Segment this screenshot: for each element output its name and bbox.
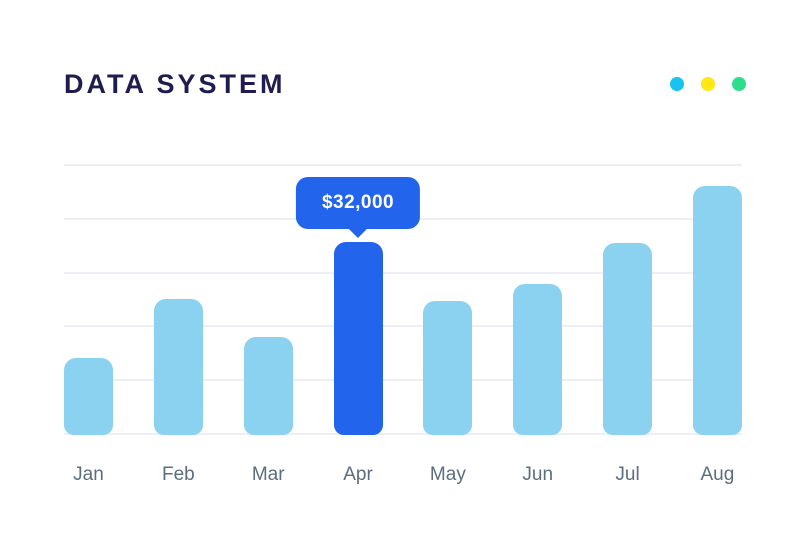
bar-mar[interactable] bbox=[243, 337, 293, 435]
page-title: DATA SYSTEM bbox=[64, 68, 286, 99]
status-dot-cyan bbox=[670, 77, 684, 91]
bar-feb[interactable] bbox=[153, 299, 203, 435]
bar-apr[interactable]: $32,000 bbox=[295, 177, 421, 435]
bar-aug[interactable] bbox=[692, 186, 742, 435]
gridline bbox=[64, 271, 742, 274]
gridline bbox=[64, 433, 742, 435]
bar-may[interactable] bbox=[423, 301, 473, 435]
x-tick-aug: Aug bbox=[700, 464, 735, 485]
x-tick-apr: Apr bbox=[343, 464, 373, 485]
gridline bbox=[64, 379, 742, 382]
status-dot-green bbox=[732, 77, 746, 91]
header: DATA SYSTEM bbox=[64, 64, 746, 104]
x-axis-labels: Jan Feb Mar Apr May Jun Jul Aug bbox=[64, 461, 742, 489]
bar-jul[interactable] bbox=[603, 243, 653, 435]
value-tooltip: $32,000 bbox=[295, 177, 421, 229]
x-tick-jun: Jun bbox=[522, 464, 554, 485]
x-tick-feb: Feb bbox=[161, 464, 195, 485]
gridline bbox=[64, 325, 742, 328]
bar-jun[interactable] bbox=[513, 284, 563, 435]
status-dot-yellow bbox=[701, 77, 715, 91]
revenue-bar-chart: $32,000 bbox=[64, 164, 742, 435]
status-dots bbox=[670, 77, 746, 91]
x-tick-jan: Jan bbox=[73, 464, 104, 485]
x-tick-mar: Mar bbox=[251, 464, 285, 485]
gridline bbox=[64, 164, 742, 166]
x-tick-jul: Jul bbox=[615, 464, 640, 485]
bar-jan[interactable] bbox=[64, 358, 113, 435]
x-tick-may: May bbox=[429, 464, 466, 485]
